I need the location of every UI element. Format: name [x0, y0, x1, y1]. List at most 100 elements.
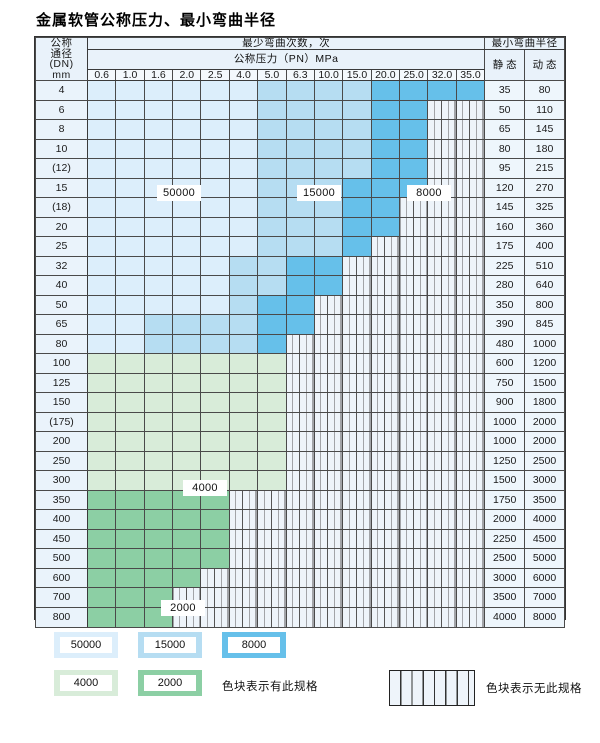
spec-cell [257, 294, 287, 316]
spec-cell [285, 489, 315, 511]
table-row: 40 280 640 [34, 275, 565, 296]
spec-cell [313, 372, 344, 394]
table-row: 65 390 845 [34, 314, 565, 335]
spec-cell [87, 353, 117, 374]
spec-cell [115, 567, 145, 589]
spec-cell [313, 333, 344, 355]
spec-cell [455, 567, 486, 589]
spec-cell [427, 294, 457, 316]
spec-cell [257, 236, 287, 257]
spec-cell [427, 314, 457, 335]
spec-cell [285, 372, 315, 394]
spec-cell [200, 587, 230, 608]
spec-cell [115, 255, 145, 277]
spec-cell [257, 216, 287, 238]
spec-cell [342, 587, 372, 608]
table-row: 600 3000 6000 [34, 567, 565, 589]
dynamic-radius-cell: 4000 [524, 509, 565, 530]
spec-cell [172, 294, 202, 316]
static-radius-cell: 35 [484, 80, 526, 101]
pressure-bend-radius-table: 公称 通径 (DN) mm 最少弯曲次数，次 最小弯曲半径 公称压力（PN）MPa 静… [34, 36, 566, 628]
table-row: (175) 1000 2000 [34, 411, 565, 433]
spec-cell [115, 372, 145, 394]
pressure-column-header-5.0: 5.0 [257, 68, 287, 81]
static-radius-cell: 95 [484, 158, 526, 179]
spec-cell [257, 567, 287, 589]
dn-header-line-3: mm [52, 68, 71, 81]
spec-cell [398, 606, 429, 628]
legend: 50000 15000 8000 4000 2000 色块表示有此规格 色块表示无此规格 [34, 632, 582, 732]
spec-cell [313, 99, 344, 121]
static-radius-cell: 900 [484, 392, 526, 413]
spec-cell [398, 314, 429, 335]
spec-cell [285, 450, 315, 472]
spec-cell [427, 587, 457, 608]
spec-cell [342, 567, 372, 589]
dynamic-radius-cell: 270 [524, 177, 565, 199]
spec-cell [285, 236, 315, 257]
spec-cell [200, 509, 230, 530]
spec-cell [143, 411, 174, 433]
dynamic-radius-cell: 3500 [524, 489, 565, 511]
spec-cell [455, 392, 486, 413]
dn-header-line-1: 通径 [50, 47, 73, 60]
dn-value-cell: 700 [34, 587, 89, 608]
dynamic-radius-cell: 4500 [524, 528, 565, 550]
spec-cell [257, 177, 287, 199]
table-row: 100 600 1200 [34, 353, 565, 374]
spec-cell [87, 216, 117, 238]
table-row: 6 50 110 [34, 99, 565, 121]
spec-cell [455, 236, 486, 257]
spec-cell [115, 294, 145, 316]
static-radius-cell: 1000 [484, 431, 526, 452]
spec-cell [455, 470, 486, 491]
spec-cell [257, 470, 287, 491]
static-radius-cell: 65 [484, 119, 526, 140]
pressure-column-header-10.0: 10.0 [313, 68, 344, 81]
spec-cell [172, 450, 202, 472]
dn-value-cell: 8 [34, 119, 89, 140]
spec-cell [228, 216, 259, 238]
spec-cell [370, 236, 401, 257]
spec-cell [313, 275, 344, 296]
spec-cell [200, 197, 230, 218]
spec-cell [370, 353, 401, 374]
spec-cell [427, 99, 457, 121]
spec-cell [398, 372, 429, 394]
legend-swatch-label: 50000 [60, 637, 112, 653]
spec-cell [172, 236, 202, 257]
radius-header: 最小弯曲半径 [484, 37, 565, 50]
spec-cell [228, 528, 259, 550]
dn-value-cell: 125 [34, 372, 89, 394]
spec-cell [115, 158, 145, 179]
spec-cell [143, 431, 174, 452]
spec-cell [115, 587, 145, 608]
table-row: 8 65 145 [34, 119, 565, 140]
spec-cell [427, 567, 457, 589]
spec-cell [455, 606, 486, 628]
spec-cell [398, 138, 429, 160]
spec-cell [143, 567, 174, 589]
static-radius-cell: 390 [484, 314, 526, 335]
spec-cell [87, 197, 117, 218]
spec-cell [87, 567, 117, 589]
spec-cell [115, 314, 145, 335]
spec-cell [313, 216, 344, 238]
spec-cell [427, 431, 457, 452]
spec-cell [342, 333, 372, 355]
spec-cell [200, 353, 230, 374]
spec-cell [257, 392, 287, 413]
header-row-1: 公称 通径 (DN) mm 最少弯曲次数，次 最小弯曲半径 [34, 37, 565, 81]
spec-cell [172, 314, 202, 335]
spec-cell [228, 138, 259, 160]
spec-cell [172, 99, 202, 121]
dynamic-radius-cell: 800 [524, 294, 565, 316]
radius-dynamic-header: 动 态 [524, 48, 565, 81]
spec-cell [200, 119, 230, 140]
dynamic-radius-cell: 110 [524, 99, 565, 121]
spec-cell [172, 392, 202, 413]
dn-value-cell: 20 [34, 216, 89, 238]
dynamic-radius-cell: 145 [524, 119, 565, 140]
spec-cell [398, 158, 429, 179]
spec-cell [87, 99, 117, 121]
